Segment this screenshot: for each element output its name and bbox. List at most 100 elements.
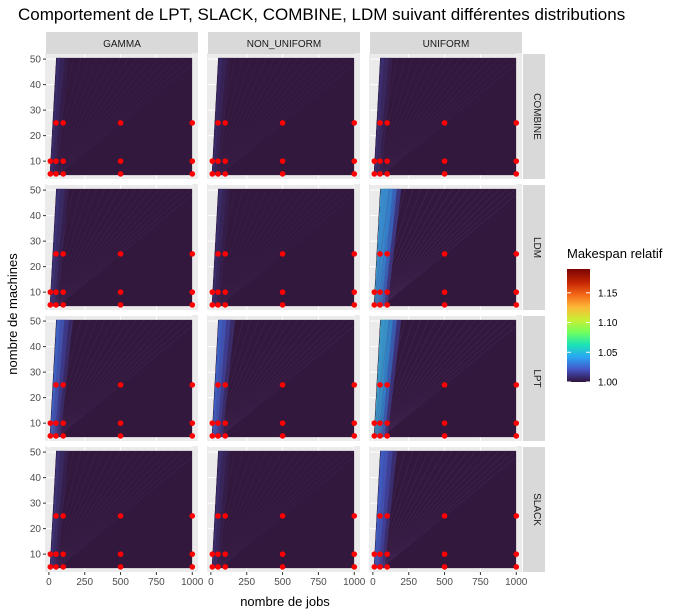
benchmark-point <box>371 420 378 426</box>
heatmap-texture <box>56 450 184 569</box>
benchmark-point <box>53 433 59 439</box>
benchmark-point <box>384 420 391 426</box>
benchmark-point <box>117 289 124 295</box>
x-tick-label: 500 <box>274 577 291 588</box>
heatmap-region <box>373 57 517 176</box>
heatmap-texture <box>374 319 406 438</box>
heatmap-texture <box>55 450 176 569</box>
heatmap-texture <box>378 450 469 569</box>
heatmap-texture <box>378 450 477 569</box>
heatmap-texture <box>51 450 90 569</box>
heatmap-band-layer <box>50 319 65 438</box>
heatmap-texture <box>375 57 422 176</box>
heatmap-texture <box>57 58 198 176</box>
heatmap-band-layer <box>374 57 389 176</box>
benchmark-point <box>441 420 448 426</box>
y-tick-label: 40 <box>30 342 42 353</box>
x-tick-label: 250 <box>76 577 93 588</box>
benchmark-point <box>60 564 67 570</box>
heatmap-texture <box>215 450 291 569</box>
benchmark-point <box>351 302 358 308</box>
heatmap-texture <box>378 188 485 307</box>
heatmap-texture <box>51 57 98 176</box>
heatmap-texture <box>377 450 461 569</box>
benchmark-point <box>215 251 221 257</box>
y-tick-label: 10 <box>30 288 42 299</box>
heatmap-texture <box>216 57 323 176</box>
heatmap-texture <box>215 57 291 176</box>
heatmap-texture <box>50 57 82 176</box>
heatmap-texture <box>53 188 137 307</box>
heatmap-texture <box>213 450 268 569</box>
heatmap-region <box>373 319 517 438</box>
heatmap-texture <box>375 188 430 307</box>
benchmark-point <box>117 171 124 177</box>
heatmap-band <box>212 188 231 307</box>
heatmap-band-layer <box>374 450 393 569</box>
heatmap-texture <box>378 450 485 569</box>
heatmap-region <box>49 57 193 176</box>
heatmap-texture <box>57 451 198 569</box>
heatmap-texture <box>212 450 244 569</box>
benchmark-point <box>384 120 391 126</box>
heatmap-texture <box>218 450 354 569</box>
benchmark-point <box>209 171 216 177</box>
heatmap-texture <box>215 319 291 438</box>
benchmark-point <box>60 120 67 126</box>
benchmark-point <box>60 289 67 295</box>
heatmap-texture <box>212 450 236 569</box>
heatmap-texture <box>379 57 500 176</box>
heatmap-texture <box>381 189 522 307</box>
benchmark-point <box>47 289 54 295</box>
heatmap-texture <box>217 450 331 569</box>
heatmap-texture <box>50 450 74 569</box>
benchmark-point <box>441 120 448 126</box>
heatmap-band <box>374 450 397 569</box>
benchmark-point <box>377 513 383 519</box>
benchmark-point <box>371 158 378 164</box>
heatmap-band-layer <box>212 57 227 176</box>
colorbar-tick-label: 1.10 <box>598 318 618 329</box>
heatmap-texture <box>378 57 477 176</box>
heatmap-texture <box>215 450 299 569</box>
y-tick-label: 30 <box>30 368 42 379</box>
benchmark-point <box>513 158 520 164</box>
x-tick-label: 1000 <box>181 577 204 588</box>
benchmark-point <box>513 251 520 257</box>
x-tick-label: 250 <box>400 577 417 588</box>
heatmap-texture <box>213 450 260 569</box>
benchmark-point <box>222 564 229 570</box>
benchmark-point <box>222 551 229 557</box>
benchmark-point <box>53 171 59 177</box>
benchmark-point <box>60 251 67 257</box>
undefined-region <box>516 315 522 441</box>
benchmark-point <box>351 382 358 388</box>
benchmark-point <box>371 433 378 439</box>
benchmark-point <box>377 120 383 126</box>
heatmap-band <box>374 188 402 307</box>
benchmark-point <box>215 171 221 177</box>
benchmark-point <box>441 171 448 177</box>
heatmap-region <box>211 450 355 569</box>
heatmap-texture <box>56 319 184 438</box>
heatmap-texture <box>51 57 90 176</box>
heatmap-texture <box>378 319 485 438</box>
heatmap-band-layer <box>50 450 65 569</box>
facet-row-label: LPT <box>531 369 542 387</box>
undefined-region <box>354 446 360 572</box>
benchmark-point <box>215 433 221 439</box>
heatmap-texture <box>49 450 66 569</box>
heatmap-band-layer <box>50 188 69 307</box>
benchmark-point <box>441 251 448 257</box>
heatmap-texture <box>216 57 307 176</box>
heatmap-texture <box>376 57 437 176</box>
benchmark-point <box>117 120 124 126</box>
benchmark-point <box>384 158 391 164</box>
benchmark-point <box>279 251 286 257</box>
benchmark-point <box>60 171 67 177</box>
heatmap-texture <box>52 450 121 569</box>
heatmap-texture <box>374 57 398 176</box>
heatmap-texture <box>57 320 198 438</box>
heatmap-texture <box>56 188 192 307</box>
